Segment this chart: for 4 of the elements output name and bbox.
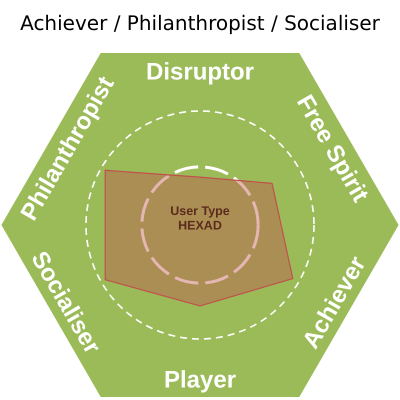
spoke-label: Disruptor (146, 58, 254, 86)
spoke-label: Player (164, 366, 236, 394)
text: User Type HEXAD (170, 204, 230, 232)
chart-title: Achiever / Philanthropist / Socialiser (20, 11, 381, 35)
